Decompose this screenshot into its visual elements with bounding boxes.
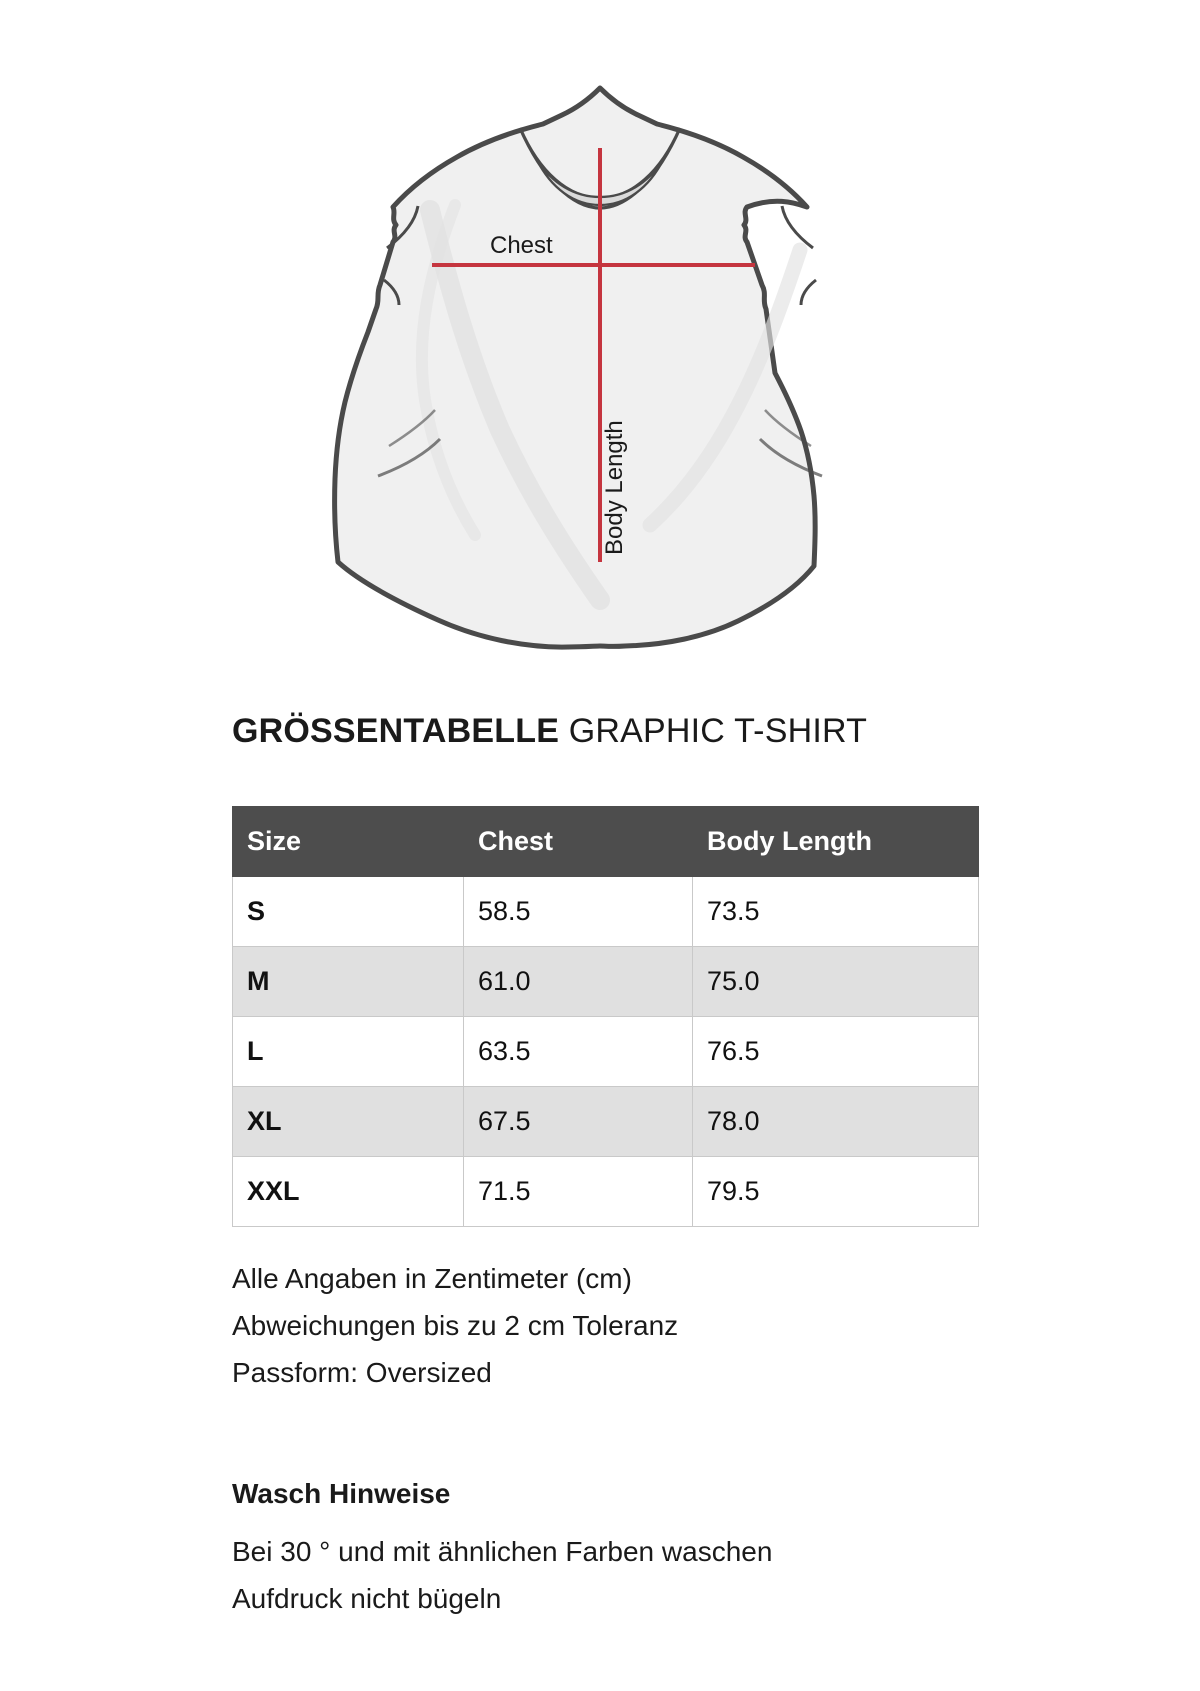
svg-text:Body Length: Body Length (601, 420, 628, 555)
svg-text:Chest: Chest (490, 232, 553, 259)
